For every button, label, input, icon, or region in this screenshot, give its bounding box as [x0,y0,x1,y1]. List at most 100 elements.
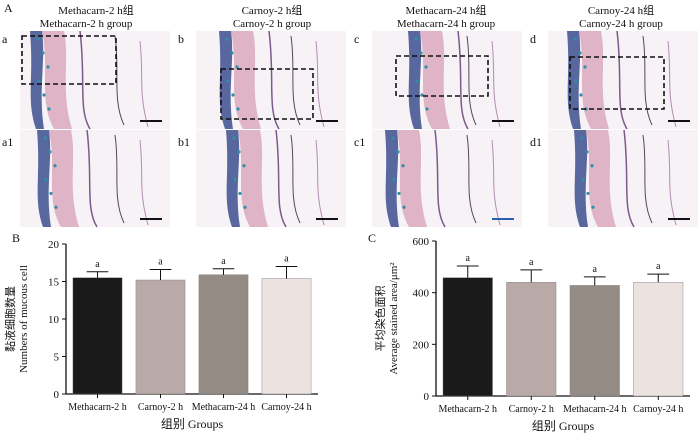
col4-title-cn: Carnoy-24 h组 [588,3,654,17]
x-tick-label: Methacarn-2 h [68,402,127,413]
tissue-band [586,130,616,227]
scale-bar [492,218,514,220]
mucous-cell-dot [243,205,247,209]
y-axis-title-cn: 平均染色面积 [373,286,387,352]
mucous-cell-dot [226,79,230,83]
tissue-fiber [114,134,125,224]
roi-box [569,56,665,110]
tissue-fiber [466,35,477,126]
bar [633,282,684,397]
micrograph-label: c [354,32,359,46]
stained-cell-layer [385,130,399,227]
x-tick-label: Methacarn-24 h [563,404,627,415]
roi-box [21,35,117,85]
tissue-fiber [139,40,149,128]
mucous-cell-dot [46,65,50,69]
mucous-cell-dot [415,79,419,83]
tissue-fiber [623,129,635,228]
scale-bar [140,120,162,122]
bar [569,285,620,397]
mucous-cell-dot [579,93,583,97]
x-axis-title: 组别 Groups [161,417,224,431]
mucous-cell-dot [231,93,235,97]
mucous-cell-dot [580,136,584,140]
x-tick-label: Methacarn-2 h [438,404,497,415]
mucous-cell-dot [574,79,578,83]
col2-title-en: Carnoy-2 h group [233,18,312,30]
mucous-cell-dot [583,65,587,69]
col3-title-en: Methacarn-24 h group [397,18,496,30]
mucous-cell-dot [402,205,406,209]
micrograph-label: d [530,32,536,46]
panel-b-letter: B [12,231,20,245]
micrograph-label: a [2,32,8,46]
x-tick-label: Carnoy-24 h [261,402,311,413]
significance-label: a [221,256,226,267]
tissue-fiber [667,139,677,226]
y-tick-label: 0 [54,389,60,401]
tissue-fiber [434,129,446,228]
significance-label: a [656,261,661,272]
x-axis-title: 组别 Groups [532,419,595,433]
tissue-fiber [275,129,287,228]
mucous-cell-dot [41,51,45,55]
mucous-cell-dot [36,37,40,41]
significance-label: a [529,257,534,268]
scale-bar [668,120,690,122]
mucous-cell-dot [44,177,48,182]
y-tick-label: 400 [413,288,430,300]
significance-label: a [158,257,163,268]
stained-cell-layer [574,130,588,227]
mucous-cell-dot [43,136,47,140]
mucous-cell-dot [401,164,405,168]
mucous-cell-dot [49,191,53,196]
chart-c: 0 200 400 600 a Methacarn-2 h a Carnoy-2 h a Meth… [373,236,690,433]
mucous-cell-dot [591,205,595,209]
micrograph-titles: Methacarn-2 h组 Methacarn-2 h group Carno… [40,3,664,30]
mucous-cell-dot [242,164,246,168]
roi-box [395,55,489,97]
micrograph-overview: d [530,30,698,130]
scale-bar [316,120,338,122]
tissue-fiber [268,30,280,130]
micrograph-label: b1 [178,135,190,149]
y-axis-title-cn: 黏液细胞数量 [3,286,17,352]
tissue-band [231,31,261,129]
stained-cell-layer [226,130,240,227]
micrograph-overview: a [2,30,170,130]
mucous-cell-dot [48,150,52,154]
bar [442,277,493,397]
y-tick-label: 15 [48,277,60,289]
tissue-band [420,31,450,129]
mucous-cell-dot [414,37,418,41]
panel-a-letter: A [4,1,13,15]
tissue-fiber [491,40,501,128]
tissue-fiber [79,30,91,130]
tissue-fiber [290,35,301,126]
tissue-fiber [667,40,677,128]
mucous-cell-dot [578,51,582,55]
tissue-band [238,130,268,227]
micrograph-label: c1 [354,135,365,149]
micrograph-label: d1 [530,135,542,149]
mucous-cell-dot [47,107,51,111]
tissue-fiber [315,139,325,226]
micrograph-zoom: a1 [2,129,170,228]
micrograph-label: b [178,32,184,46]
y-tick-label: 0 [424,391,430,403]
mucous-cell-dot [573,37,577,41]
y-tick-label: 600 [413,236,430,248]
x-tick-label: Carnoy-2 h [509,404,554,415]
tissue-fiber [315,40,325,128]
mucous-cell-dot [585,150,589,154]
mucous-cell-dot [233,177,237,182]
micrograph-overview: c [354,30,522,130]
tissue-fiber [466,134,477,224]
tissue-fiber [642,134,653,224]
significance-label: a [95,259,100,270]
col2-title-cn: Carnoy-2 h组 [242,3,303,17]
mucous-cell-dot [37,79,41,83]
bar [198,274,249,395]
